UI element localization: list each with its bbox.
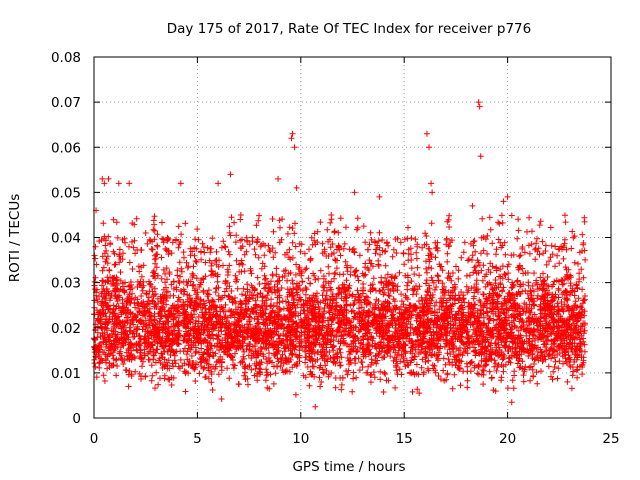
x-tick-label: 5 (193, 431, 202, 447)
outlier-point (227, 171, 234, 178)
y-tick-label: 0.05 (51, 185, 81, 201)
outlier-point (579, 248, 586, 255)
outlier-point (426, 144, 433, 151)
outlier-point (291, 144, 298, 151)
outlier-point (477, 153, 484, 160)
y-axis-label: ROTI / TECUs (7, 194, 23, 282)
y-tick-label: 0.08 (51, 50, 81, 66)
outlier-point (500, 198, 507, 205)
outlier-point (423, 130, 430, 137)
scatter-cloud (91, 212, 589, 402)
y-tick-label: 0.03 (51, 276, 81, 292)
outlier-point (428, 180, 435, 187)
outlier-point (237, 211, 244, 218)
x-tick-label: 10 (292, 431, 309, 447)
y-tick-label: 0.07 (51, 95, 81, 111)
x-tick-label: 20 (499, 431, 516, 447)
outlier-point (288, 135, 295, 142)
outlier-point (275, 175, 282, 182)
x-tick-labels: 0 5 10 15 20 25 (90, 431, 620, 447)
axis-ticks (93, 56, 612, 419)
x-axis-label: GPS time / hours (292, 459, 405, 475)
y-tick-label: 0.01 (51, 366, 81, 382)
outlier-point (126, 180, 133, 187)
outlier-point (293, 184, 300, 191)
outlier-point (312, 403, 319, 410)
y-tick-label: 0.02 (51, 321, 81, 337)
x-tick-label: 0 (90, 431, 99, 447)
outlier-point (552, 243, 559, 250)
outlier-point (476, 103, 483, 110)
outlier-point (469, 202, 476, 209)
outlier-point (475, 99, 482, 106)
chart-title: Day 175 of 2017, Rate Of TEC Index for r… (167, 21, 531, 37)
y-tick-label: 0 (72, 411, 81, 427)
outlier-point (99, 175, 106, 182)
outlier-point (105, 175, 112, 182)
data-points (91, 99, 589, 410)
outlier-point (504, 193, 511, 200)
outlier-point (101, 180, 108, 187)
outlier-point (376, 193, 383, 200)
outlier-point (508, 399, 515, 406)
outlier-point (142, 229, 149, 236)
y-tick-label: 0.04 (51, 231, 81, 247)
y-tick-labels: 0 0.01 0.02 0.03 0.04 0.05 0.06 0.07 0.08 (51, 50, 81, 427)
x-tick-label: 15 (396, 431, 413, 447)
outlier-point (351, 189, 358, 196)
outlier-point (115, 180, 122, 187)
outlier-point (177, 180, 184, 187)
x-tick-label: 25 (602, 431, 619, 447)
outlier-point (215, 180, 222, 187)
outlier-point (289, 130, 296, 137)
y-tick-label: 0.06 (51, 140, 81, 156)
outlier-point (429, 189, 436, 196)
